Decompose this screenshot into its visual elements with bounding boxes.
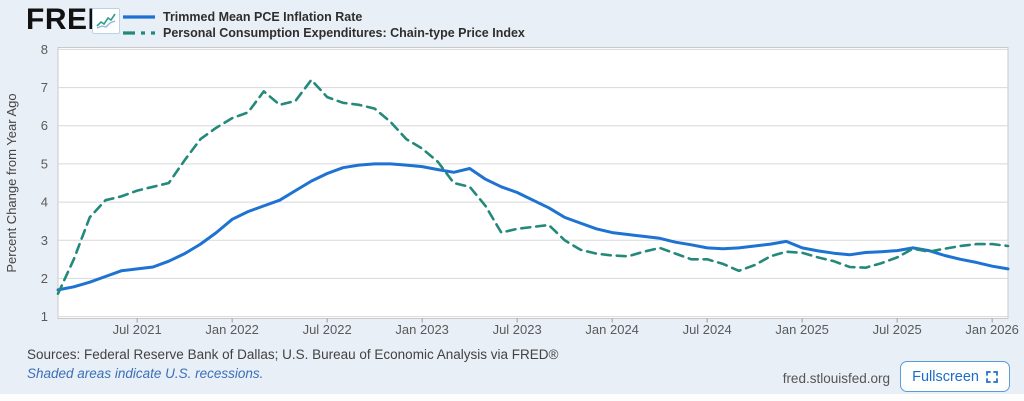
- y-tick-label: 1: [41, 309, 48, 324]
- sources-text: Sources: Federal Reserve Bank of Dallas;…: [27, 347, 559, 362]
- x-tick-label: Jul 2025: [873, 322, 922, 337]
- fullscreen-button[interactable]: Fullscreen: [900, 361, 1010, 392]
- fullscreen-button-label: Fullscreen: [912, 368, 979, 385]
- y-tick-label: 2: [41, 271, 48, 286]
- legend-line-solid-icon: [123, 15, 155, 19]
- series-line: [56, 162, 1010, 292]
- y-tick-label: 6: [41, 118, 48, 133]
- x-tick-label: Jan 2022: [205, 322, 259, 337]
- x-tick-label: Jan 2026: [965, 322, 1019, 337]
- chart-plot-area[interactable]: 1 2 3 4 5 6 7 8 Jul 2021 Jan 2022 Jul 2022 Jan 2023…: [0, 0, 1024, 345]
- legend-label: Personal Consumption Expenditures: Chain…: [163, 26, 525, 40]
- y-axis-title: Percent Change from Year Ago: [4, 93, 19, 272]
- x-tick-label: Jul 2022: [303, 322, 352, 337]
- fred-sparkline-icon[interactable]: [92, 8, 120, 34]
- y-tick-label: 3: [41, 233, 48, 248]
- series-line: [56, 78, 1010, 295]
- site-url-text: fred.stlouisfed.org: [782, 371, 890, 386]
- x-tick-label: Jan 2024: [585, 322, 639, 337]
- y-tick-label: 5: [41, 156, 48, 171]
- x-tick-label: Jul 2024: [683, 322, 732, 337]
- page-bottom-strip: [0, 394, 1024, 401]
- legend-label: Trimmed Mean PCE Inflation Rate: [163, 10, 363, 24]
- x-tick-label: Jul 2023: [493, 322, 542, 337]
- y-tick-label: 4: [41, 195, 48, 210]
- y-tick-label: 7: [41, 80, 48, 95]
- x-tick-label: Jan 2023: [395, 322, 449, 337]
- x-tick-label: Jul 2021: [113, 322, 162, 337]
- x-tick-label: Jan 2025: [775, 322, 829, 337]
- fullscreen-icon: [986, 370, 998, 383]
- recession-note-link[interactable]: Shaded areas indicate U.S. recessions.: [27, 366, 264, 381]
- legend-line-dashed-icon: [123, 31, 155, 35]
- y-tick-label: 8: [41, 42, 48, 57]
- chart-legend: Trimmed Mean PCE Inflation Rate Personal…: [122, 9, 525, 41]
- legend-item-pce[interactable]: Personal Consumption Expenditures: Chain…: [122, 25, 525, 41]
- legend-item-trimmed-mean[interactable]: Trimmed Mean PCE Inflation Rate: [122, 9, 525, 25]
